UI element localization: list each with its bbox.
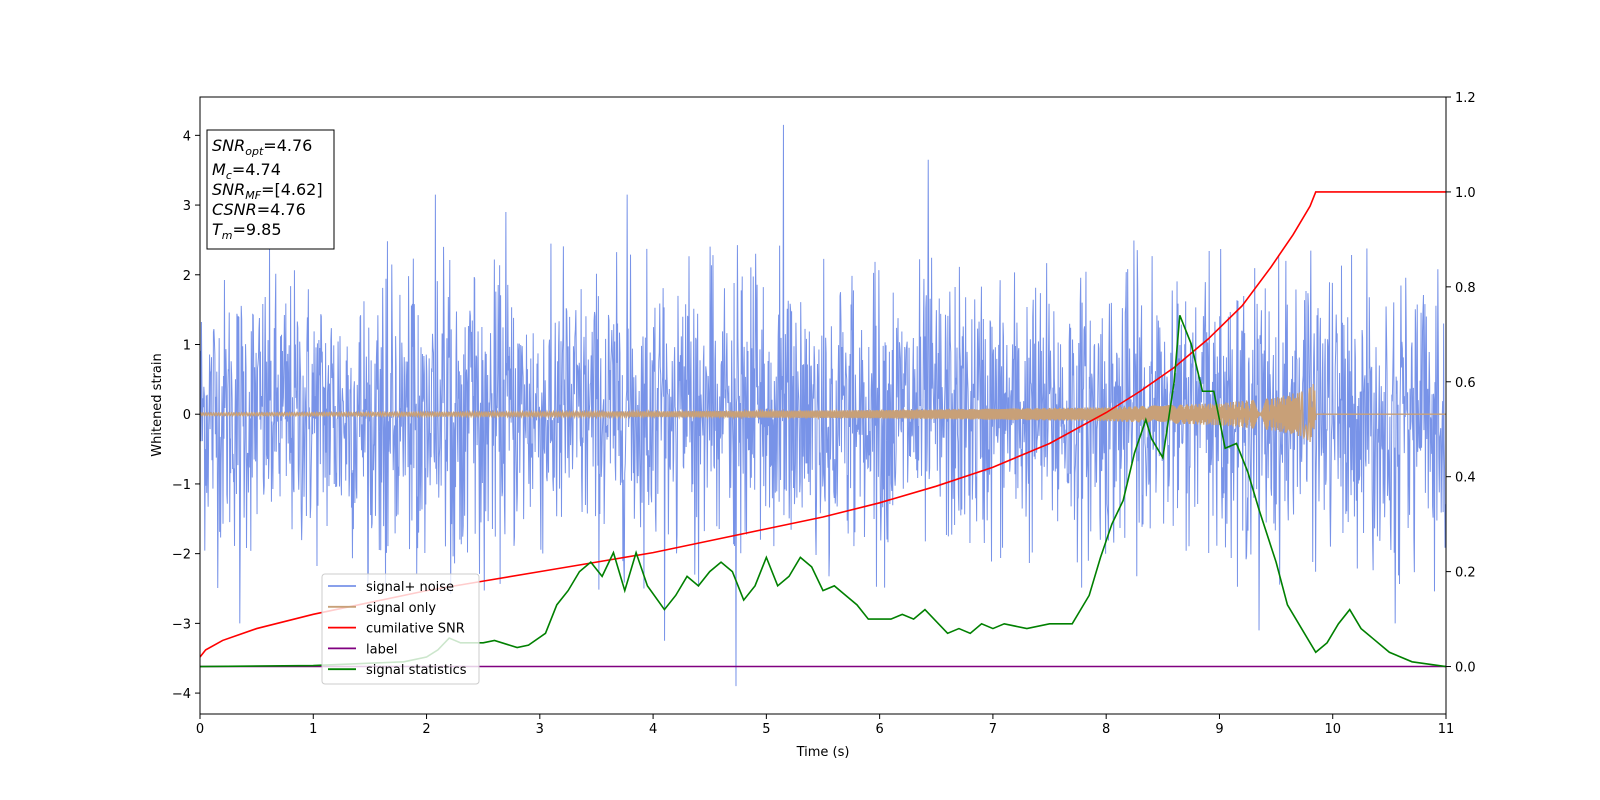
y-right-tick-label: 0.4 [1455,471,1476,486]
legend-label: label [366,642,397,657]
info-box-frame [206,129,335,250]
y-left-tick-label: −2 [172,548,191,563]
legend-label: cumilative SNR [366,622,465,637]
x-tick-label: 10 [1324,722,1341,737]
x-tick-label: 9 [1215,722,1223,737]
y-right-tick-label: 1.2 [1455,91,1476,106]
info-box-line: Tm=9.85 [212,220,282,242]
y-right-tick-label: 0.8 [1455,281,1476,296]
x-tick-label: 7 [989,722,997,737]
y-left-tick-label: 3 [183,199,191,214]
y-axis-label: Whitened strain [150,353,165,456]
axes-layer: 0 1 2 3 4 5 6 7 8 9 10 1143210−1−2−3−41.21.00.80.60… [172,91,1476,737]
x-axis-label: Time (s) [796,745,850,760]
plot-frame [199,96,1447,715]
info-box-line: CSNR=4.76 [212,200,306,219]
y-left-tick-label: 0 [183,408,191,423]
y-left-tick-label: −1 [172,478,191,493]
x-tick-label: 5 [762,722,770,737]
y-left-tick-label: 2 [183,269,191,284]
y-right-tick-label: 0.2 [1455,566,1476,581]
x-tick-label: 3 [536,722,544,737]
series-signal-statistics [200,315,1446,668]
x-tick-label: 2 [422,722,430,737]
legend-label: signal+ noise [366,580,454,595]
y-left-tick-label: −4 [172,687,191,702]
x-tick-label: 8 [1102,722,1110,737]
info-box-line: Mc=4.74 [212,160,281,182]
x-tick-label: 4 [649,722,657,737]
x-tick-label: 0 [196,722,204,737]
x-tick-label: 6 [875,722,883,737]
info-box-line: SNRMF=[4.62] [212,180,323,202]
series-signal-noise [200,124,1446,687]
series-signal-only [200,383,1446,443]
y-left-tick-label: 1 [183,338,191,353]
legend: signal+ noise signal only cumilative SNR la… [321,573,480,685]
y-right-tick-label: 1.0 [1455,186,1476,201]
x-tick-label: 11 [1438,722,1455,737]
y-left-tick-label: 4 [183,129,191,144]
y-right-tick-label: 0.6 [1455,376,1476,391]
y-right-tick-label: 0.0 [1455,661,1476,676]
x-tick-label: 1 [309,722,317,737]
legend-label: signal only [366,601,436,616]
legend-frame [321,573,480,685]
y-left-tick-label: −3 [172,617,191,632]
info-box: SNRopt=4.76Mc=4.74SNRMF=[4.62]CSNR=4.76T… [206,129,335,250]
info-box-line: SNRopt=4.76 [212,136,312,158]
legend-label: signal statistics [366,663,467,678]
